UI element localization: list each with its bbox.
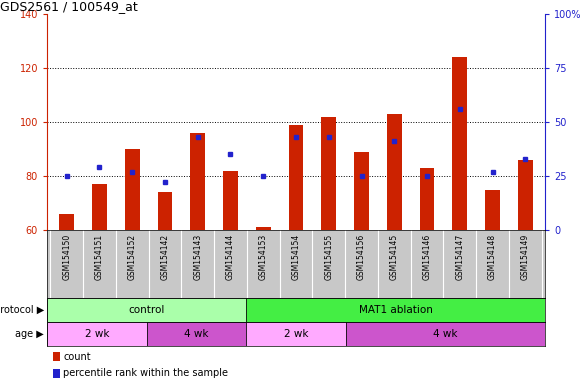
Bar: [420, 168, 434, 230]
Bar: [354, 152, 369, 230]
Text: GSM154156: GSM154156: [357, 233, 366, 280]
Text: GSM154147: GSM154147: [455, 233, 465, 280]
Text: control: control: [128, 305, 165, 315]
Text: count: count: [63, 352, 91, 362]
Text: protocol ▶: protocol ▶: [0, 305, 44, 315]
Text: GSM154146: GSM154146: [423, 233, 432, 280]
Bar: [256, 227, 271, 230]
Bar: [92, 184, 107, 230]
Text: GSM154151: GSM154151: [95, 233, 104, 280]
Bar: [47, 322, 147, 346]
Bar: [518, 160, 532, 230]
Bar: [59, 214, 74, 230]
Bar: [485, 189, 500, 230]
Text: GSM154150: GSM154150: [62, 233, 71, 280]
Bar: [125, 149, 140, 230]
Text: 2 wk: 2 wk: [284, 329, 308, 339]
Bar: [452, 57, 467, 230]
Text: GSM154153: GSM154153: [259, 233, 268, 280]
Bar: [387, 114, 402, 230]
Text: 4 wk: 4 wk: [433, 329, 458, 339]
Text: GSM154154: GSM154154: [292, 233, 300, 280]
Bar: [147, 322, 246, 346]
Bar: [321, 117, 336, 230]
Bar: [346, 322, 545, 346]
Text: GSM154142: GSM154142: [161, 233, 169, 280]
Bar: [289, 125, 303, 230]
Text: GSM154143: GSM154143: [193, 233, 202, 280]
Text: GSM154148: GSM154148: [488, 233, 497, 280]
Text: GSM154155: GSM154155: [324, 233, 334, 280]
Text: 4 wk: 4 wk: [184, 329, 209, 339]
Text: GSM154149: GSM154149: [521, 233, 530, 280]
Bar: [246, 298, 545, 322]
Bar: [246, 322, 346, 346]
Bar: [158, 192, 172, 230]
Text: GSM154152: GSM154152: [128, 233, 137, 280]
Bar: [47, 298, 246, 322]
Bar: [190, 133, 205, 230]
Text: percentile rank within the sample: percentile rank within the sample: [63, 368, 229, 378]
Text: 2 wk: 2 wk: [85, 329, 109, 339]
Bar: [223, 170, 238, 230]
Text: GSM154144: GSM154144: [226, 233, 235, 280]
Text: MAT1 ablation: MAT1 ablation: [358, 305, 433, 315]
Text: GDS2561 / 100549_at: GDS2561 / 100549_at: [0, 0, 138, 13]
Text: GSM154145: GSM154145: [390, 233, 399, 280]
Text: age ▶: age ▶: [15, 329, 44, 339]
